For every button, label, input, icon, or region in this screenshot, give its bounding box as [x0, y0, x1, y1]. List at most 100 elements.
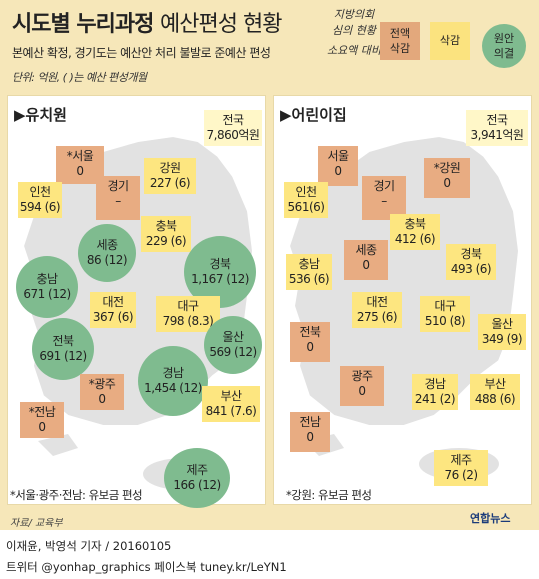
daycare-total: 전국 3,941억원 — [466, 110, 528, 146]
legend-partial-line1: 삭감 — [439, 34, 461, 47]
daycare-region-gyeongnam: 경남 241 (2) — [412, 374, 458, 410]
region-value: 0 — [306, 430, 314, 444]
region-name: 전남 — [299, 415, 321, 429]
kindergarten-panel: ▶유치원 전국 7,860억원 *서울 0 강원 227 (6) 인천 594 (6) 경기… — [7, 95, 266, 508]
region-value: 493 (6) — [450, 262, 492, 276]
legend-small-caption: 소요액 대비 — [326, 44, 382, 57]
daycare-region-chungbuk: 충북 412 (6) — [390, 214, 440, 250]
daycare-region-seoul: 서울 0 — [318, 146, 358, 186]
daycare-note: *강원: 유보금 편성 — [286, 488, 372, 502]
kindergarten-total-value: 7,860억원 — [206, 128, 260, 142]
region-value: 166 (12) — [173, 478, 221, 492]
legend-full: 원안 의결 — [482, 24, 526, 68]
daycare-region-sejong: 세종 0 — [344, 240, 388, 280]
region-value: 76 (2) — [444, 468, 478, 482]
kindergarten-region-gangwon: 강원 227 (6) — [144, 158, 196, 194]
legend-caption-line2: 심의 현황 — [332, 24, 376, 37]
kindergarten-region-gyeonggi: 경기 – — [96, 176, 140, 220]
region-name: 경기 — [373, 179, 395, 193]
region-name: 경기 — [107, 179, 129, 193]
daycare-region-daegu: 대구 510 (8) — [420, 296, 470, 332]
region-value: 691 (12) — [39, 349, 87, 363]
region-name: 경남 — [424, 377, 446, 391]
kindergarten-region-chungbuk: 충북 229 (6) — [141, 216, 191, 252]
legend-partial: 삭감 — [430, 22, 470, 60]
kindergarten-region-daejeon: 대전 367 (6) — [90, 292, 136, 328]
region-value: 1,454 (12) — [144, 381, 202, 395]
credit: 이재윤, 박영석 기자 / 20160105 — [6, 539, 172, 553]
region-name: 제주 — [450, 453, 472, 467]
region-value: 488 (6) — [474, 392, 516, 406]
region-name: 인천 — [295, 185, 317, 199]
daycare-total-name: 전국 — [486, 113, 508, 127]
region-name: *전남 — [28, 405, 56, 419]
kindergarten-region-jeonbuk: 전북 691 (12) — [32, 318, 94, 380]
title-light: 예산편성 현황 — [160, 12, 282, 37]
region-value: 798 (8.3) — [162, 314, 214, 328]
region-name: 전북 — [299, 325, 321, 339]
daycare-region-gyeongbuk: 경북 493 (6) — [446, 244, 496, 280]
region-value: 349 (9) — [481, 332, 523, 346]
kindergarten-title: ▶유치원 — [14, 106, 67, 124]
kindergarten-region-incheon: 인천 594 (6) — [18, 182, 62, 218]
daycare-region-jeonbuk: 전북 0 — [290, 322, 330, 362]
region-name: 강원 — [159, 161, 181, 175]
region-name: 대구 — [177, 299, 199, 313]
kindergarten-region-jeonnam: *전남 0 — [20, 402, 64, 438]
region-name: 충북 — [404, 217, 426, 231]
region-value: 0 — [358, 384, 366, 398]
region-name: 울산 — [222, 330, 244, 344]
region-name: 충북 — [155, 219, 177, 233]
legend-cut-line2: 삭감 — [389, 42, 411, 55]
kindergarten-region-gyeongnam: 경남 1,454 (12) — [138, 346, 208, 416]
region-name: 전북 — [52, 334, 74, 348]
page-title: 시도별 누리과정 예산편성 현황 — [12, 6, 282, 38]
region-value: 671 (12) — [23, 287, 71, 301]
region-value: 86 (12) — [86, 253, 128, 267]
region-value: 0 — [362, 258, 370, 272]
legend-full-line2: 의결 — [493, 47, 515, 60]
kindergarten-region-seoul: *서울 0 — [56, 146, 104, 184]
daycare-region-incheon: 인천 561(6) — [284, 182, 328, 218]
kindergarten-total-name: 전국 — [222, 113, 244, 127]
title-bold: 시도별 누리과정 — [12, 12, 154, 37]
daycare-region-busan: 부산 488 (6) — [470, 374, 520, 410]
region-name: 경남 — [162, 366, 184, 380]
region-name: 세종 — [355, 243, 377, 257]
region-value: 1,167 (12) — [191, 272, 249, 286]
kindergarten-region-sejong: 세종 86 (12) — [78, 224, 136, 282]
region-value: 0 — [76, 164, 84, 178]
region-value: 0 — [334, 164, 342, 178]
region-name: 경북 — [209, 257, 231, 271]
region-name: 부산 — [484, 377, 506, 391]
kindergarten-region-gwangju: *광주 0 — [80, 374, 124, 410]
daycare-region-jeju: 제주 76 (2) — [434, 450, 488, 486]
region-value: 594 (6) — [19, 200, 61, 214]
region-value: 0 — [38, 420, 46, 434]
legend-cut: 전액 삭감 — [380, 22, 420, 60]
region-name: 세종 — [96, 238, 118, 252]
kindergarten-region-busan: 부산 841 (7.6) — [202, 386, 260, 422]
unit-note: 단위: 억원, ( )는 예산 편성개월 — [12, 71, 147, 84]
region-value: 569 (12) — [209, 345, 257, 359]
kindergarten-region-jeju: 제주 166 (12) — [164, 448, 230, 508]
region-name: 경북 — [460, 247, 482, 261]
daycare-region-gyeonggi: 경기 – — [362, 176, 406, 220]
region-value: 229 (6) — [145, 234, 187, 248]
region-value: 510 (8) — [424, 314, 466, 328]
region-name: *강원 — [433, 161, 461, 175]
daycare-region-ulsan: 울산 349 (9) — [478, 314, 526, 350]
region-value: 0 — [98, 392, 106, 406]
region-name: 부산 — [220, 389, 242, 403]
legend-caption: 지방의회 심의 현황 소요액 대비 — [306, 7, 402, 59]
kindergarten-total: 전국 7,860억원 — [204, 110, 262, 146]
region-name: 광주 — [351, 369, 373, 383]
region-value: 0 — [443, 176, 451, 190]
daycare-region-daejeon: 대전 275 (6) — [352, 292, 402, 328]
region-name: *서울 — [66, 149, 94, 163]
kindergarten-note: *서울·광주·전남: 유보금 편성 — [10, 488, 143, 502]
legend-full-line1: 원안 — [493, 32, 515, 45]
subtitle: 본예산 확정, 경기도는 예산안 처리 불발로 준예산 편성 — [12, 46, 271, 60]
region-name: 제주 — [186, 463, 208, 477]
region-name: 충남 — [36, 272, 58, 286]
